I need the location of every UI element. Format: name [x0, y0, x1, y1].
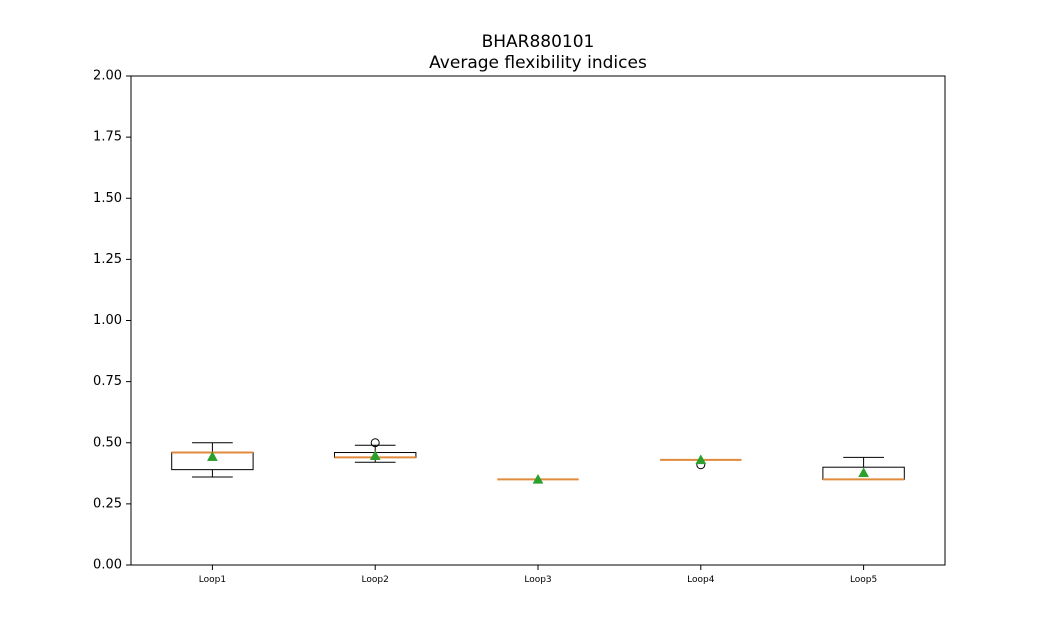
x-tick-label: Loop5	[850, 575, 877, 585]
mean-marker	[695, 454, 707, 465]
y-tick-label: 1.00	[93, 313, 122, 328]
mean-marker	[369, 450, 381, 460]
y-tick-label: 1.25	[93, 252, 122, 267]
plot-frame	[130, 75, 946, 566]
mean-marker	[206, 451, 218, 461]
x-tick-label: Loop3	[524, 575, 551, 585]
x-tick-label: Loop1	[199, 575, 226, 585]
chart-title: BHAR880101	[482, 32, 595, 52]
mean-marker	[532, 473, 544, 484]
mean-marker	[858, 467, 870, 478]
outlier-point	[370, 438, 380, 448]
y-tick-label: 0.75	[93, 374, 122, 389]
y-tick-label: 0.00	[93, 558, 122, 573]
y-tick-label: 1.50	[93, 191, 122, 206]
y-tick-label: 0.25	[93, 496, 122, 511]
y-tick-label: 0.50	[93, 435, 122, 450]
y-tick-label: 2.00	[93, 69, 122, 84]
x-tick-label: Loop4	[687, 575, 715, 585]
chart-subtitle: Average flexibility indices	[429, 53, 647, 73]
y-tick-label: 1.75	[93, 130, 122, 145]
x-tick-label: Loop2	[362, 575, 389, 585]
